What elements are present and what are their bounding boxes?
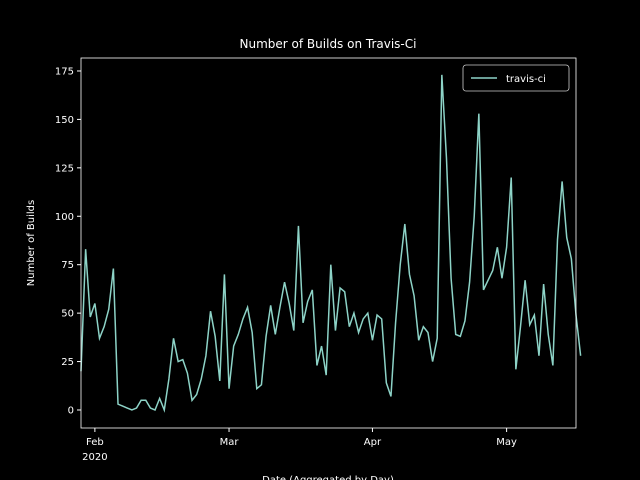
y-axis-label: Number of Builds [26,200,37,286]
x-tick-label: Mar [220,437,240,448]
y-tick-label: 150 [55,115,74,126]
x-tick-label: May [496,437,517,448]
x-tick-label: Apr [364,437,382,448]
y-tick-label: 50 [61,309,74,320]
plot-frame [80,57,577,429]
legend-box [462,64,570,92]
legend-label: travis-ci [506,74,546,85]
x-axis-label: Date (Aggregated by Day) [262,475,394,480]
y-tick-label: 25 [61,357,74,368]
y-tick-label: 175 [55,66,74,77]
data-line [80,74,582,413]
chart-title: Number of Builds on Travis-Ci [240,37,417,51]
y-tick-label: 100 [55,212,74,223]
y-tick-label: 125 [55,163,74,174]
y-tick-label: 0 [68,405,74,416]
y-tick-label: 75 [61,260,74,271]
x-tick-label: Feb 2020 [82,437,107,463]
